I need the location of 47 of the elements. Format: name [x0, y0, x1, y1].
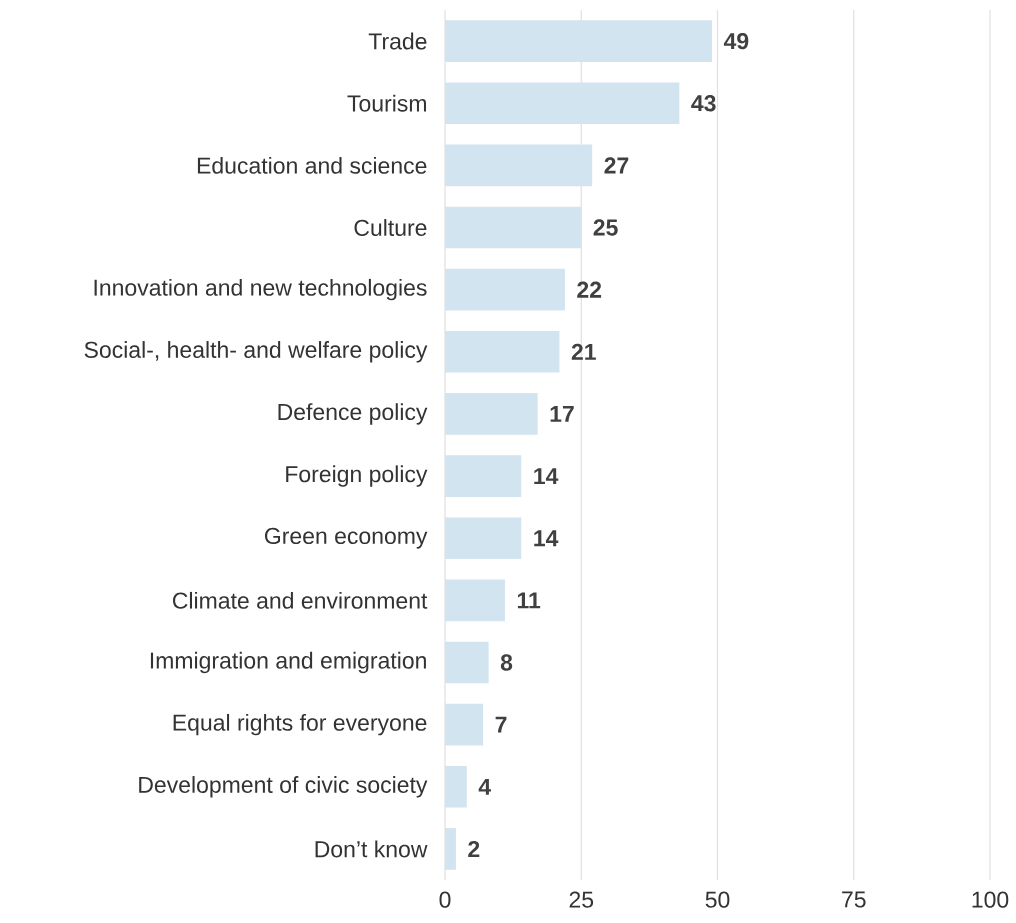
bar — [445, 393, 538, 435]
x-tick-label: 100 — [972, 891, 1009, 908]
bar — [445, 703, 484, 746]
data-label: 21 — [571, 343, 596, 360]
bar — [445, 765, 467, 808]
y-tick-label: Education and science — [197, 156, 427, 174]
bar — [445, 455, 522, 497]
data-label: 22 — [577, 281, 602, 298]
y-tick-label: Immigration and emigration — [150, 651, 426, 674]
bar — [445, 268, 565, 311]
bar — [445, 579, 505, 622]
bar — [445, 20, 713, 62]
data-label: 14 — [534, 468, 559, 484]
bar — [445, 144, 593, 187]
data-label: 25 — [593, 219, 618, 236]
x-tick-label: 25 — [569, 891, 594, 908]
y-tick-label: Equal rights for everyone — [173, 713, 427, 736]
y-tick-label: Climate and environment — [172, 591, 428, 609]
x-tick-label: 0 — [439, 891, 451, 908]
data-label: 11 — [517, 592, 541, 609]
y-tick-label: Foreign policy — [286, 465, 428, 487]
y-tick-label: Don’t know — [315, 840, 428, 858]
data-label: 4 — [478, 778, 491, 795]
data-label: 27 — [604, 157, 629, 174]
y-tick-label: Trade — [368, 32, 427, 50]
y-tick-label: Defence policy — [278, 403, 428, 425]
data-label: 7 — [495, 716, 507, 733]
bar — [445, 206, 582, 249]
bar — [445, 828, 456, 870]
bar — [445, 641, 489, 684]
x-tick-label: 50 — [705, 891, 730, 908]
y-tick-label: Development of civic society — [139, 776, 428, 798]
x-tick-label: 75 — [842, 891, 866, 908]
bar — [445, 330, 560, 373]
data-label: 2 — [468, 840, 480, 857]
data-label: 43 — [691, 95, 716, 112]
y-tick-label: Green economy — [265, 527, 428, 549]
bar — [445, 517, 522, 560]
data-label: 14 — [534, 530, 559, 547]
y-tick-label: Culture — [354, 219, 427, 236]
data-label: 17 — [550, 406, 574, 422]
y-tick-label: Tourism — [347, 94, 426, 112]
y-tick-label: Innovation and new technologies — [94, 278, 427, 301]
data-label: 8 — [500, 654, 513, 671]
data-label: 49 — [723, 32, 749, 50]
y-tick-label: Social-, health- and welfare policy — [84, 341, 428, 363]
bar — [445, 82, 680, 125]
